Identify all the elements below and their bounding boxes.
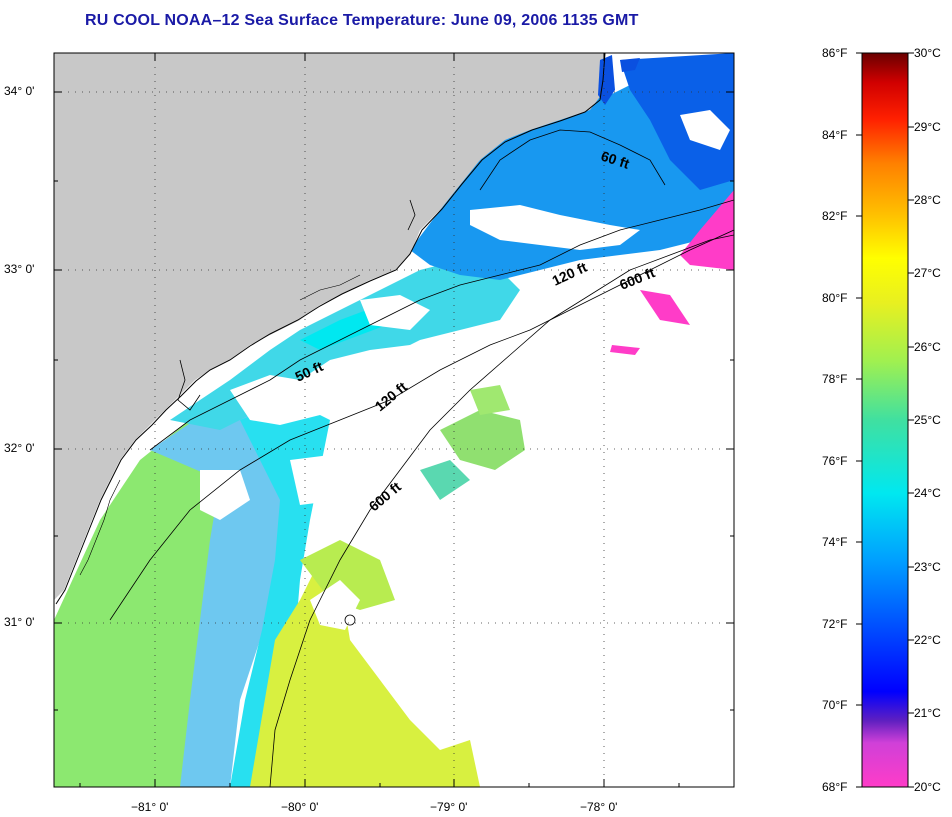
map-title: RU COOL NOAA–12 Sea Surface Temperature:… <box>85 12 639 29</box>
lat-label-33: 33° 0' <box>4 262 35 276</box>
colorbar-label-f: 82°F <box>822 209 848 223</box>
colorbar-label-f: 76°F <box>822 454 848 468</box>
colorbar-label-f: 72°F <box>822 617 848 631</box>
colorbar-label-c: 30°C <box>914 46 941 60</box>
colorbar-label-f: 84°F <box>822 128 848 142</box>
colorbar-label-c: 23°C <box>914 560 941 574</box>
lon-label-80: −80° 0' <box>281 800 319 814</box>
colorbar-label-f: 70°F <box>822 698 848 712</box>
colorbar-label-c: 28°C <box>914 193 941 207</box>
colorbar-label-c: 21°C <box>914 706 941 720</box>
colorbar-label-f: 80°F <box>822 291 848 305</box>
lon-label-79: −79° 0' <box>430 800 468 814</box>
coastline <box>55 53 606 605</box>
colorbar-label-c: 25°C <box>914 413 941 427</box>
lon-label-78: −78° 0' <box>580 800 618 814</box>
colorbar-label-f: 68°F <box>822 780 848 794</box>
map-frame <box>53 52 735 788</box>
colorbar-ticks <box>856 52 914 788</box>
colorbar-label-f: 74°F <box>822 535 848 549</box>
colorbar-label-c: 27°C <box>914 266 941 280</box>
lat-label-34: 34° 0' <box>4 84 35 98</box>
colorbar-label-c: 22°C <box>914 633 941 647</box>
colorbar-label-f: 86°F <box>822 46 848 60</box>
land <box>54 53 605 600</box>
colorbar-label-c: 20°C <box>914 780 941 794</box>
colorbar-label-c: 24°C <box>914 486 941 500</box>
lat-label-32: 32° 0' <box>4 441 35 455</box>
axis-ticks <box>54 53 734 787</box>
clouds <box>200 110 730 630</box>
colorbar-label-c: 26°C <box>914 340 941 354</box>
lat-label-31: 31° 0' <box>4 615 35 629</box>
colorbar-label-c: 29°C <box>914 120 941 134</box>
lon-label-81: −81° 0' <box>131 800 169 814</box>
colorbar <box>861 52 909 788</box>
colorbar-label-f: 78°F <box>822 372 848 386</box>
depth-contours <box>109 129 734 787</box>
